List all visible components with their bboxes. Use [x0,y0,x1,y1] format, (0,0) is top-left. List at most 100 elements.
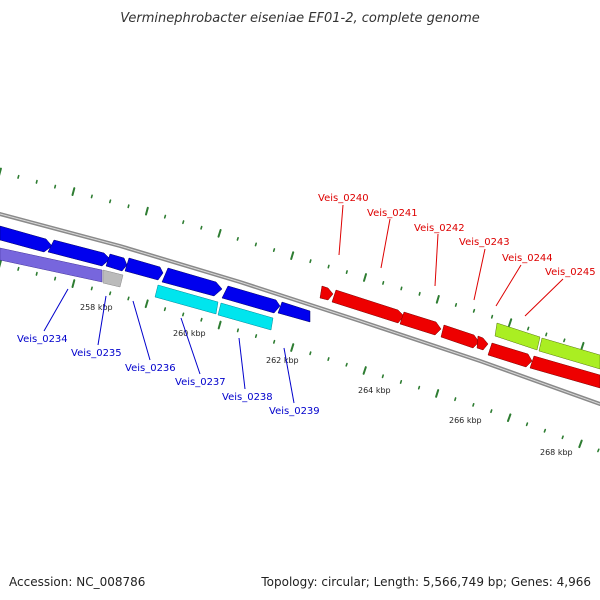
scale-label: 264 kbp [358,386,391,395]
gene-arrow[interactable] [277,301,311,323]
gene-arrow[interactable] [319,285,334,301]
gene-arrow[interactable] [221,285,281,314]
minor-tick [309,351,312,356]
minor-tick [200,317,203,322]
gene-features-right [319,285,600,389]
minor-tick [525,422,529,427]
major-tick [145,206,149,216]
gene-arrow[interactable] [102,269,124,288]
scale-label: 268 kbp [540,448,573,457]
minor-tick [163,214,167,219]
genome-backbone [0,212,600,406]
minor-tick [35,271,38,276]
gene-arrow[interactable] [0,247,103,283]
gene-arrow[interactable] [487,342,533,368]
major-tick [508,318,513,327]
minor-tick [200,225,203,230]
minor-tick [272,339,276,344]
gene-label-veis-0241[interactable]: Veis_0241 [367,208,418,219]
minor-tick [35,179,38,184]
major-tick [435,389,440,398]
gene-label-veis-0239[interactable]: Veis_0239 [269,406,320,417]
scale-label: 266 kbp [449,416,482,425]
gene-label-veis-0240[interactable]: Veis_0240 [318,193,369,204]
gene-arrow[interactable] [217,302,274,331]
minor-tick [345,270,348,275]
gene-label-veis-0236[interactable]: Veis_0236 [125,363,176,374]
gene-label-veis-0242[interactable]: Veis_0242 [414,223,465,234]
gene-label-leaders-left [43,288,295,404]
major-tick [71,187,76,196]
minor-tick [454,302,458,307]
gene-labels-left: Veis_0234 Veis_0235 Veis_0236 Veis_0237 … [17,334,320,417]
gene-arrow[interactable] [0,225,53,253]
minor-tick [53,184,57,189]
scale-label: 258 kbp [80,303,113,312]
gene-label-leaders-right [338,204,564,317]
gene-label-veis-0244[interactable]: Veis_0244 [502,253,553,264]
major-tick [290,251,295,260]
gene-arrow[interactable] [154,284,219,315]
minor-tick [17,174,20,179]
scale-label: 260 kbp [173,329,206,338]
minor-tick [454,397,457,402]
gene-arrow[interactable] [331,289,405,324]
minor-tick [272,248,276,252]
major-tick [363,273,367,282]
minor-tick [53,276,57,281]
major-tick [0,259,2,268]
minor-tick [127,296,130,301]
minor-tick [543,428,547,433]
major-tick [217,229,222,238]
gene-label-veis-0234[interactable]: Veis_0234 [17,334,68,345]
major-tick [580,341,585,351]
minor-tick [472,402,475,407]
minor-tick [327,357,330,362]
minor-tick [327,264,330,269]
minor-tick [345,362,348,367]
map-title: Verminephrobacter eiseniae EF01-2, compl… [120,11,479,26]
gene-arrow[interactable] [105,253,128,272]
gene-arrow[interactable] [440,324,480,349]
gene-label-veis-0238[interactable]: Veis_0238 [222,392,273,403]
gene-label-veis-0243[interactable]: Veis_0243 [459,237,510,248]
gene-labels-right: Veis_0240 Veis_0241 Veis_0242 Veis_0243 … [318,193,596,278]
gene-features-left [0,225,311,331]
minor-tick [561,435,564,440]
minor-tick [545,332,548,337]
gene-arrow[interactable] [538,337,600,370]
gene-arrow[interactable] [494,322,541,351]
gene-arrow[interactable] [47,239,111,267]
gene-label-veis-0235[interactable]: Veis_0235 [71,348,122,359]
scale-labels: 258 kbp 260 kbp 262 kbp 264 kbp 266 kbp … [80,303,573,457]
minor-tick [182,312,185,317]
minor-tick [254,242,258,247]
minor-tick [309,259,312,264]
minor-tick [400,286,403,291]
minor-tick [382,280,385,285]
gene-label-veis-0245[interactable]: Veis_0245 [545,267,596,278]
major-tick [362,366,367,375]
minor-tick [109,199,112,204]
minor-tick [254,334,258,339]
minor-tick [90,194,93,199]
minor-tick [236,328,239,333]
major-tick [71,279,76,288]
minor-tick [418,291,421,296]
minor-tick [490,409,493,414]
minor-tick [399,379,403,384]
gene-arrow[interactable] [399,311,442,336]
minor-tick [490,314,494,319]
scale-label: 262 kbp [266,356,299,365]
gene-arrow[interactable] [161,267,223,297]
accession-text: Accession: NC_008786 [9,575,145,589]
minor-tick [109,291,112,296]
minor-tick [417,385,421,390]
major-tick [578,439,583,449]
gene-arrow[interactable] [124,257,164,281]
gene-arrow[interactable] [476,335,489,351]
major-tick [507,413,512,422]
gene-arrow[interactable] [529,355,600,389]
gene-label-veis-0237[interactable]: Veis_0237 [175,377,226,388]
